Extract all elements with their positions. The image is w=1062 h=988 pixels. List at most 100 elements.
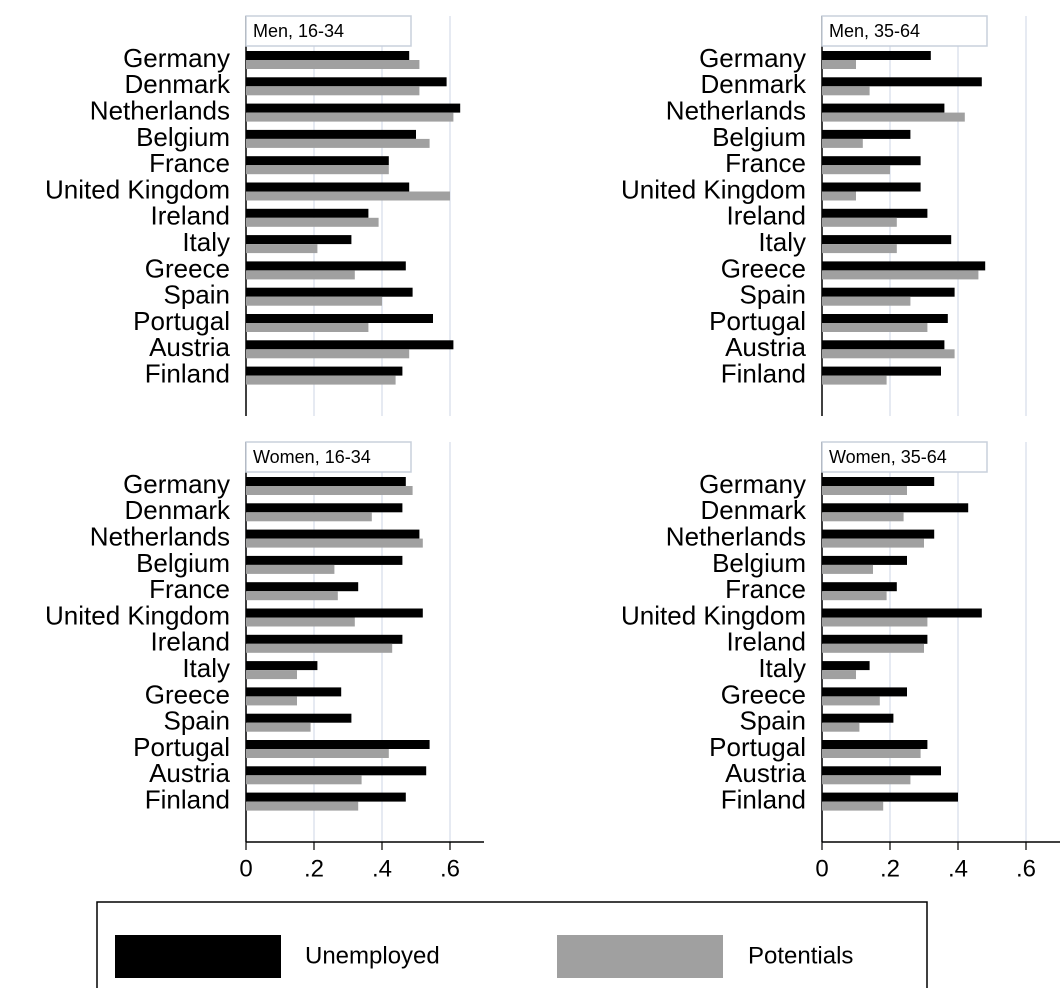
category-label: Italy [758,227,806,257]
bar [822,349,955,359]
bar [822,112,965,122]
bar [822,503,969,513]
bar [822,270,979,280]
bar [246,191,450,201]
bar [822,564,873,574]
bar [246,270,355,280]
category-label: Spain [164,280,231,310]
bar [822,538,924,548]
panel-title-box [821,15,988,47]
x-tick-label: .2 [880,855,900,882]
bar [246,244,318,254]
category-label: Germany [123,43,230,73]
panel-title-box [821,441,988,473]
category-label: Denmark [701,69,807,99]
category-label: Italy [182,227,230,257]
bar [246,740,430,749]
bar [822,314,948,323]
panel-title: Men, 35-64 [829,21,920,41]
bar [246,366,403,376]
x-tick-label: .6 [440,855,460,882]
category-label: Germany [699,43,806,73]
x-tick-label: 0 [239,855,252,882]
bar [246,314,433,323]
category-label: Greece [145,253,230,283]
category-label: Germany [699,469,806,499]
bar [822,582,897,592]
panel-title-box [245,441,412,473]
bar [246,323,369,332]
bar [246,261,406,271]
bar [822,296,911,306]
category-label: Spain [164,706,231,736]
bar [822,661,870,671]
bar [246,60,420,69]
category-label: Spain [740,706,807,736]
x-tick-label: .4 [948,855,968,882]
bar [822,801,884,811]
bar [822,512,904,522]
category-label: Finland [145,784,230,814]
category-label: Netherlands [666,521,806,551]
bar [822,156,921,166]
bar [246,617,355,627]
bar [246,217,379,227]
bar [822,323,928,332]
bar [246,555,403,565]
category-label: Greece [721,679,806,709]
bar [246,375,396,385]
legend-label: Potentials [748,942,853,969]
category-label: Portugal [709,306,806,336]
x-tick-label: .4 [372,855,392,882]
x-tick-label: 0 [815,855,828,882]
legend-label: Unemployed [305,942,440,969]
bar [246,486,413,495]
bar [822,165,890,175]
category-label: Netherlands [666,95,806,125]
category-label: France [725,148,806,178]
category-label: Austria [149,332,230,362]
bar [246,687,342,697]
bar [822,608,982,618]
category-label: Belgium [136,548,230,578]
bar [822,366,941,376]
bar [822,617,928,627]
category-label: Austria [725,758,806,788]
panel-title: Women, 35-64 [829,447,947,467]
category-label: Austria [149,758,230,788]
category-label: Austria [725,332,806,362]
bar [822,208,928,218]
bar [822,722,860,732]
category-label: Finland [721,784,806,814]
bar [246,661,318,671]
bar [246,296,382,306]
bar [246,582,359,592]
category-label: Portugal [709,732,806,762]
category-label: France [725,574,806,604]
bar [246,287,413,297]
bar [822,86,870,96]
bar [822,217,897,227]
bar [822,235,952,245]
bar [822,529,935,539]
bar [246,643,393,653]
bar [246,112,454,122]
bar [246,591,338,601]
category-label: United Kingdom [45,174,230,204]
bar [246,538,423,548]
category-label: Ireland [151,627,231,657]
category-label: Greece [721,253,806,283]
bar [822,51,931,60]
bar [246,51,410,60]
category-label: France [149,574,230,604]
bar [822,182,921,192]
bar [822,340,945,350]
bar [822,775,911,785]
bar [822,696,880,706]
category-label: Netherlands [90,521,230,551]
bar [822,244,897,254]
bar [246,165,389,175]
bar [822,643,924,653]
panel-title: Men, 16-34 [253,21,344,41]
bar [822,713,894,723]
